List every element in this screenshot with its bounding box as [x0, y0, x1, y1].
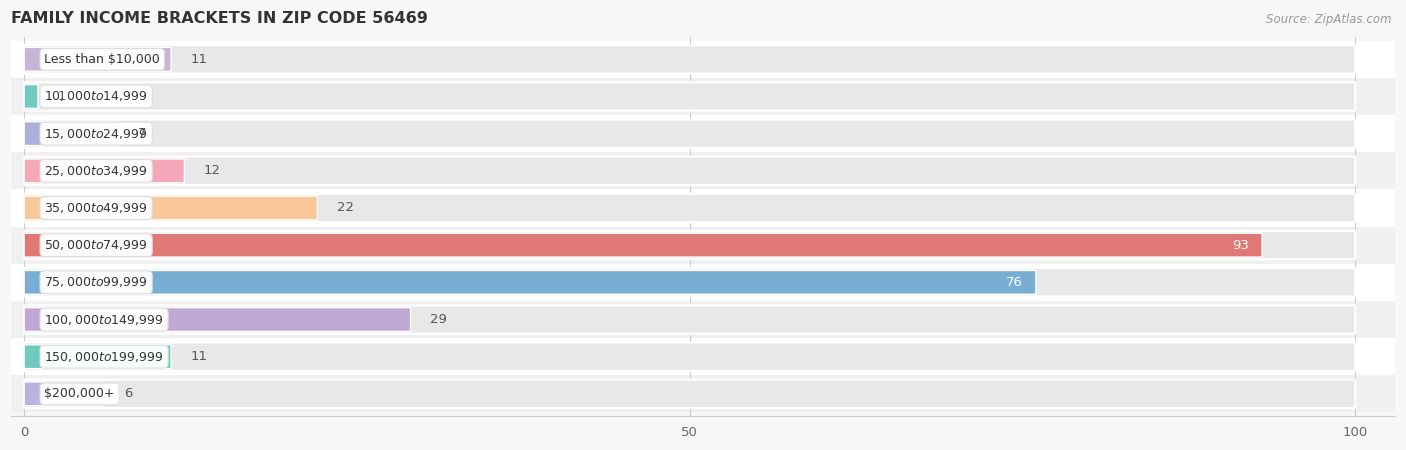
FancyBboxPatch shape — [24, 382, 104, 406]
FancyBboxPatch shape — [24, 120, 1355, 148]
Text: $150,000 to $199,999: $150,000 to $199,999 — [45, 350, 163, 364]
FancyBboxPatch shape — [24, 194, 1355, 222]
Text: 11: 11 — [191, 53, 208, 66]
Bar — [11, 152, 1406, 189]
Bar — [11, 375, 1406, 413]
Text: $200,000+: $200,000+ — [45, 387, 115, 400]
Text: FAMILY INCOME BRACKETS IN ZIP CODE 56469: FAMILY INCOME BRACKETS IN ZIP CODE 56469 — [11, 11, 427, 26]
FancyBboxPatch shape — [24, 268, 1355, 297]
FancyBboxPatch shape — [24, 342, 1355, 371]
Text: $25,000 to $34,999: $25,000 to $34,999 — [45, 164, 148, 178]
FancyBboxPatch shape — [24, 157, 1355, 185]
FancyBboxPatch shape — [24, 82, 1355, 111]
Text: 22: 22 — [337, 202, 354, 215]
Text: 1: 1 — [58, 90, 66, 103]
Bar — [11, 264, 1406, 301]
FancyBboxPatch shape — [24, 306, 1355, 333]
FancyBboxPatch shape — [24, 380, 1355, 408]
Text: $75,000 to $99,999: $75,000 to $99,999 — [45, 275, 148, 289]
FancyBboxPatch shape — [24, 159, 184, 183]
Bar — [11, 227, 1406, 264]
FancyBboxPatch shape — [24, 270, 1036, 294]
Text: 76: 76 — [1005, 276, 1022, 289]
FancyBboxPatch shape — [24, 308, 411, 331]
Bar — [11, 115, 1406, 152]
FancyBboxPatch shape — [24, 45, 1355, 73]
Text: Less than $10,000: Less than $10,000 — [45, 53, 160, 66]
Text: $15,000 to $24,999: $15,000 to $24,999 — [45, 126, 148, 141]
Text: $10,000 to $14,999: $10,000 to $14,999 — [45, 90, 148, 104]
FancyBboxPatch shape — [24, 345, 172, 369]
Text: 11: 11 — [191, 350, 208, 363]
FancyBboxPatch shape — [24, 47, 172, 71]
FancyBboxPatch shape — [24, 196, 318, 220]
Text: 93: 93 — [1232, 238, 1249, 252]
Text: Source: ZipAtlas.com: Source: ZipAtlas.com — [1267, 14, 1392, 27]
Text: 12: 12 — [204, 164, 221, 177]
FancyBboxPatch shape — [24, 122, 118, 145]
Text: 6: 6 — [124, 387, 132, 400]
Text: $100,000 to $149,999: $100,000 to $149,999 — [45, 312, 163, 327]
Bar — [11, 40, 1406, 78]
Bar — [11, 189, 1406, 227]
Bar — [11, 338, 1406, 375]
FancyBboxPatch shape — [24, 233, 1263, 257]
Bar — [11, 301, 1406, 338]
FancyBboxPatch shape — [24, 231, 1355, 259]
Text: 7: 7 — [138, 127, 146, 140]
FancyBboxPatch shape — [24, 85, 38, 108]
Bar — [11, 78, 1406, 115]
Text: $35,000 to $49,999: $35,000 to $49,999 — [45, 201, 148, 215]
Text: $50,000 to $74,999: $50,000 to $74,999 — [45, 238, 148, 252]
Text: 29: 29 — [430, 313, 447, 326]
